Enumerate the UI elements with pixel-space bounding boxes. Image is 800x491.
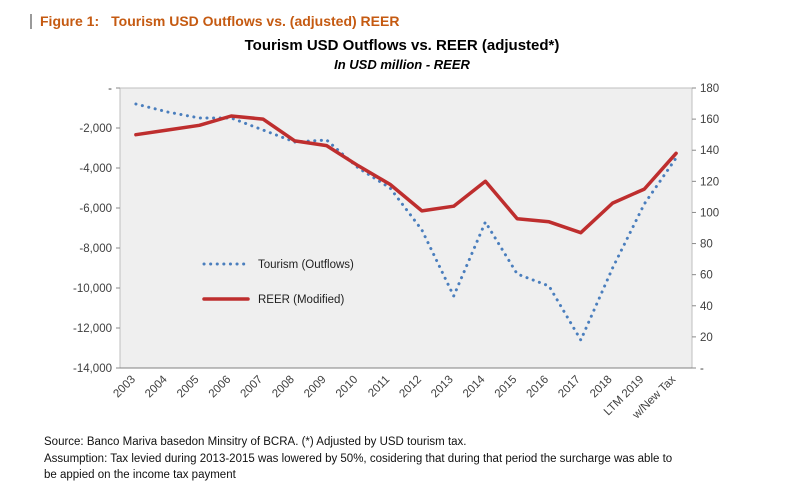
x-axis-label: 2010 xyxy=(334,374,361,401)
x-axis-label: 2018 xyxy=(588,374,615,401)
assumption-line-2: be appied on the income tax payment xyxy=(44,469,236,482)
legend-label: REER (Modified) xyxy=(258,294,344,306)
x-axis-label: 2005 xyxy=(175,374,202,401)
right-axis-label: 120 xyxy=(700,176,719,188)
source-line: Source: Banco Mariva basedon Minsitry of… xyxy=(44,436,467,448)
x-axis-label: 2016 xyxy=(525,374,552,401)
plot-area xyxy=(119,87,693,369)
figure-label: Figure 1: xyxy=(40,13,100,29)
legend-label: Tourism (Outflows) xyxy=(258,259,354,271)
left-axis-label: -6,000 xyxy=(79,203,112,215)
right-axis-label: 40 xyxy=(700,301,713,313)
figure-caption: Figure 1: Tourism USD Outflows vs. (adju… xyxy=(0,0,800,29)
right-axis-label: 20 xyxy=(700,332,713,344)
right-axis-label: 180 xyxy=(700,83,719,95)
right-axis-label: - xyxy=(700,363,704,375)
assumption-line-1: Assumption: Tax levied during 2013-2015 … xyxy=(44,452,673,465)
right-axis-label: 160 xyxy=(700,114,719,126)
x-axis-label: 2004 xyxy=(143,373,170,400)
x-axis-label: 2014 xyxy=(461,373,488,400)
left-axis-label: -2,000 xyxy=(79,123,112,135)
right-axis-label: 60 xyxy=(700,270,713,282)
left-axis-label: -8,000 xyxy=(79,243,112,255)
right-axis-label: 140 xyxy=(700,145,719,157)
left-axis-label: -12,000 xyxy=(73,323,112,335)
chart: Tourism USD Outflows vs. REER (adjusted*… xyxy=(52,37,752,432)
x-axis-label: 2008 xyxy=(270,374,297,401)
x-axis-label: 2006 xyxy=(207,374,234,401)
x-axis-label: 2003 xyxy=(111,374,138,401)
caption-left-bar xyxy=(30,13,32,29)
left-axis-label: -14,000 xyxy=(73,363,112,375)
x-axis-label: 2007 xyxy=(239,374,266,401)
footnotes: Source: Banco Mariva basedon Minsitry of… xyxy=(0,432,800,484)
x-axis-label: 2017 xyxy=(556,374,583,401)
left-axis-label: -4,000 xyxy=(79,163,112,175)
x-axis-label: 2009 xyxy=(302,374,329,401)
right-axis-label: 100 xyxy=(700,207,719,219)
left-axis-label: -10,000 xyxy=(73,283,112,295)
right-axis-label: 80 xyxy=(700,239,713,251)
x-axis-label: 2015 xyxy=(493,374,520,401)
series-line-reer-modified xyxy=(134,114,678,235)
x-axis-label: 2011 xyxy=(366,374,392,400)
line-chart-canvas: - -2,000 -4,000 -6,000 -8,000 -10,000 -12,000 -… xyxy=(73,83,719,422)
chart-subtitle: In USD million - REER xyxy=(334,57,470,72)
left-axis-label: - xyxy=(108,83,112,95)
figure-title: Tourism USD Outflows vs. (adjusted) REER xyxy=(111,13,400,29)
chart-title: Tourism USD Outflows vs. REER (adjusted*… xyxy=(244,37,560,54)
x-axis-label: 2013 xyxy=(429,374,456,401)
x-axis-label: 2012 xyxy=(397,374,424,401)
